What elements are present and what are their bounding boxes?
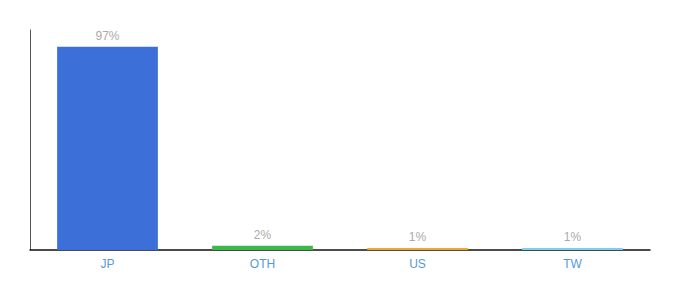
svg-text:1%: 1% xyxy=(409,230,427,244)
svg-text:OTH: OTH xyxy=(250,257,275,271)
svg-text:97%: 97% xyxy=(95,29,119,43)
svg-text:TW: TW xyxy=(563,257,582,271)
svg-text:US: US xyxy=(409,257,426,271)
svg-text:JP: JP xyxy=(100,257,114,271)
svg-text:2%: 2% xyxy=(254,228,272,242)
svg-text:1%: 1% xyxy=(564,230,582,244)
